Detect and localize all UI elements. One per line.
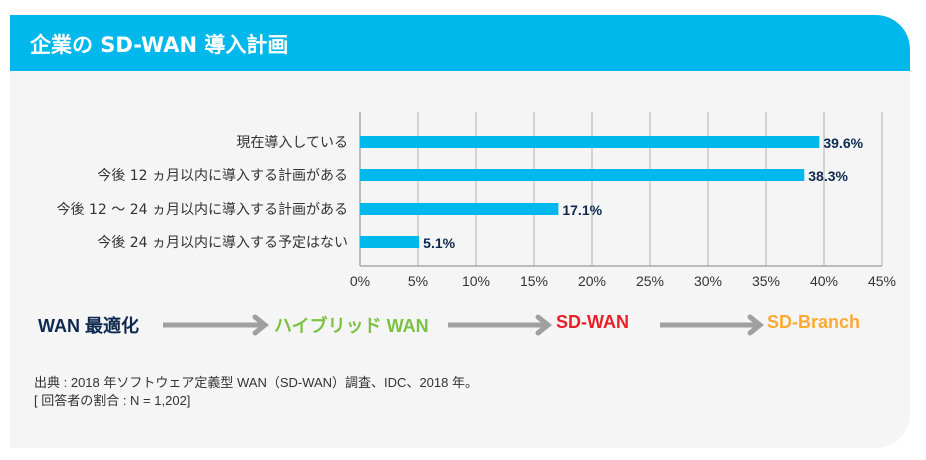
- x-tick-label: 45%: [868, 273, 896, 289]
- flow-step: WAN 最適化: [38, 316, 139, 336]
- flow-step: ハイブリッド WAN: [274, 316, 429, 336]
- x-tick-label: 25%: [636, 273, 664, 289]
- data-label: 5.1%: [423, 235, 455, 251]
- respondents-note: [ 回答者の割合 : N = 1,202]: [34, 393, 191, 408]
- category-label: 今後 12 ヵ月以内に導入する計画がある: [97, 168, 348, 184]
- category-label: 今後 24 ヵ月以内に導入する予定はない: [97, 235, 348, 251]
- x-tick-label: 30%: [694, 273, 722, 289]
- arrow-head-icon: [747, 314, 765, 336]
- bar: [360, 203, 559, 215]
- chart-title: 企業の SD-WAN 導入計画: [30, 33, 289, 57]
- bar: [360, 236, 420, 248]
- x-tick-label: 40%: [810, 273, 838, 289]
- flow-step: SD-WAN: [556, 312, 629, 332]
- chart-card: 企業の SD-WAN 導入計画: [10, 15, 910, 448]
- source-note: 出典 : 2018 年ソフトウェア定義型 WAN（SD-WAN）調査、IDC、2…: [34, 375, 478, 390]
- flow-step: SD-Branch: [767, 312, 861, 332]
- data-label: 39.6%: [823, 135, 863, 151]
- x-tick-label: 15%: [520, 273, 548, 289]
- data-label: 38.3%: [808, 168, 848, 184]
- x-tick-label: 5%: [408, 273, 428, 289]
- category-label: 現在導入している: [236, 135, 348, 151]
- x-tick-label: 10%: [462, 273, 490, 289]
- category-label: 今後 12 ～ 24 ヵ月以内に導入する計画がある: [57, 202, 348, 218]
- arrow-head-icon: [535, 314, 553, 336]
- x-tick-label: 0%: [350, 273, 370, 289]
- header: 企業の SD-WAN 導入計画: [10, 15, 910, 71]
- x-tick-label: 35%: [752, 273, 780, 289]
- bar: [360, 136, 820, 148]
- x-tick-label: 20%: [578, 273, 606, 289]
- data-label: 17.1%: [562, 202, 602, 218]
- arrow-head-icon: [252, 314, 270, 336]
- bar: [360, 169, 805, 181]
